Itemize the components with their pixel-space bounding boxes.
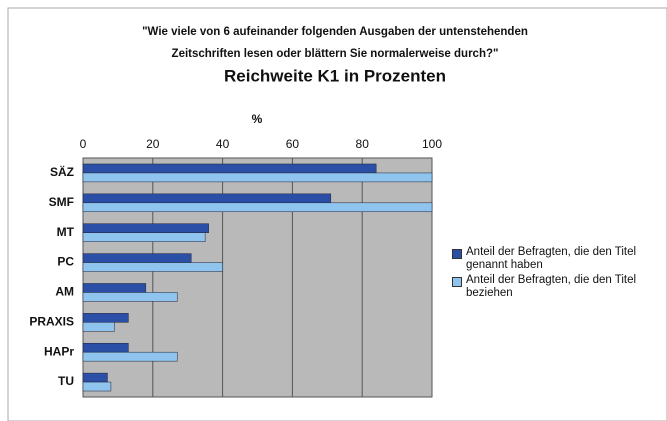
bar: [82, 262, 223, 272]
x-tick-label: 0: [80, 137, 87, 151]
question-line: Zeitschriften lesen oder blättern Sie no…: [172, 48, 499, 60]
axis-label: %: [252, 112, 263, 126]
y-tick-label: MT: [57, 225, 75, 239]
legend-label: Anteil der Befragten, die den Titel bezi…: [466, 274, 637, 299]
y-tick-label: PRAXIS: [29, 314, 74, 328]
bar: [82, 253, 192, 263]
legend-item: Anteil der Befragten, die den Titel gena…: [452, 246, 662, 272]
bar: [82, 202, 433, 213]
bar: [82, 172, 433, 183]
x-tick-label: 40: [216, 137, 230, 151]
y-tick-label: SMF: [49, 195, 74, 209]
bar: [82, 313, 129, 323]
bar: [82, 223, 209, 233]
chart-title: Reichweite K1 in Prozenten: [224, 66, 446, 85]
legend-label: Anteil der Befragten, die den Titel gena…: [466, 246, 637, 271]
legend-item: Anteil der Befragten, die den Titel bezi…: [452, 274, 662, 300]
y-tick-label: TU: [58, 374, 74, 388]
y-tick-label: PC: [57, 255, 74, 269]
bar: [82, 342, 129, 353]
question-line: "Wie viele von 6 aufeinander folgenden A…: [142, 26, 528, 38]
bar: [82, 163, 377, 174]
bar: [82, 381, 112, 392]
x-tick-label: 100: [422, 137, 442, 151]
bar: [82, 193, 332, 204]
legend-swatch: [452, 277, 462, 287]
x-tick-label: 20: [146, 137, 160, 151]
bar: [82, 292, 178, 302]
bar: [82, 372, 108, 383]
y-tick-label: HAPr: [44, 344, 74, 358]
x-tick-label: 80: [356, 137, 370, 151]
bar: [82, 232, 206, 242]
x-tick-label: 60: [286, 137, 300, 151]
bar: [82, 283, 147, 293]
legend-swatch: [452, 249, 462, 259]
bar: [82, 322, 115, 332]
bar: [82, 351, 178, 362]
legend: Anteil der Befragten, die den Titel gena…: [452, 246, 662, 302]
y-tick-label: AM: [55, 285, 74, 299]
y-tick-label: SÄZ: [50, 164, 74, 179]
